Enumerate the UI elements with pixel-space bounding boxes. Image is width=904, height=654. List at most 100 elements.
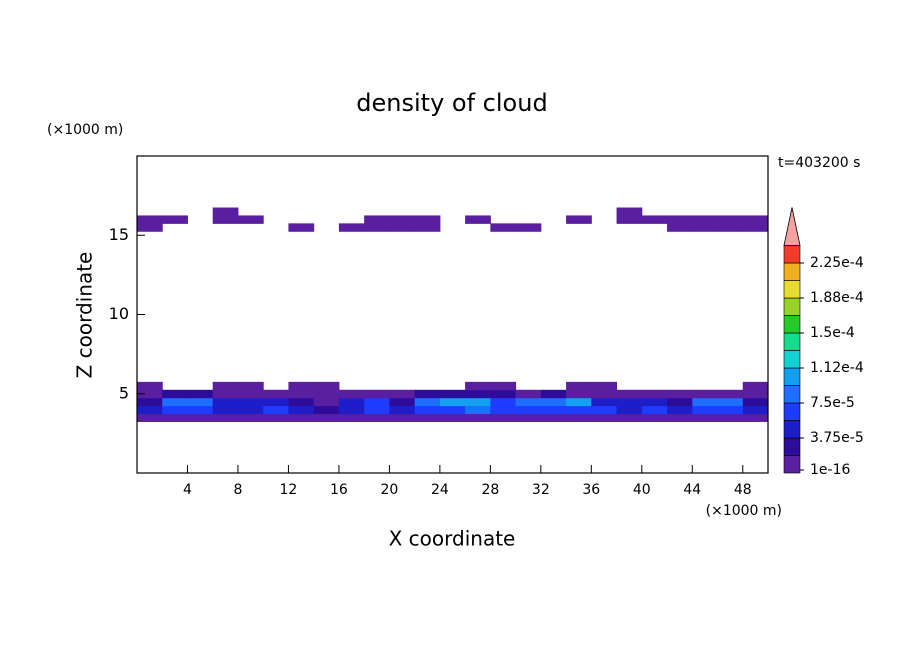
x-tick-label: 4 — [183, 482, 192, 498]
contour-cell — [137, 381, 163, 391]
contour-cell — [187, 397, 214, 407]
x-unit: (×1000 m) — [706, 503, 782, 519]
contour-cell — [389, 389, 416, 399]
contour-cell — [263, 397, 289, 407]
colorbar-box — [783, 367, 801, 386]
contour-cell — [490, 405, 517, 415]
colorbar-box — [783, 437, 801, 456]
x-tick-label: 28 — [481, 482, 499, 498]
colorbar-box — [783, 385, 801, 404]
colorbar-box — [783, 455, 801, 474]
colorbar-tick-label: 1e-16 — [810, 462, 850, 478]
y-axis-label: Z coordinate — [73, 252, 97, 379]
colorbar-box — [783, 297, 801, 316]
contour-cell — [389, 397, 416, 407]
colorbar-tick-label: 1.88e-4 — [810, 290, 864, 306]
contour-cell — [288, 413, 315, 422]
colorbar-tick-label: 3.75e-5 — [810, 430, 864, 446]
contour-cell — [364, 413, 390, 422]
contour-cell — [742, 405, 769, 415]
contour-cell — [137, 223, 163, 232]
contour-cell — [237, 397, 264, 407]
contour-cell — [414, 397, 441, 407]
contour-cell — [137, 405, 163, 415]
contour-cell — [717, 223, 744, 232]
contour-cell — [263, 389, 289, 399]
contour-cell — [616, 413, 643, 422]
contour-cell — [490, 397, 517, 407]
contour-cell — [263, 413, 289, 422]
contour-cell — [591, 389, 618, 399]
contour-cell — [641, 405, 668, 415]
x-tick-label: 36 — [582, 482, 600, 498]
contour-cell — [465, 397, 491, 407]
contour-cell — [313, 413, 340, 422]
colorbar-box — [783, 332, 801, 351]
contour-cell — [591, 381, 618, 391]
contour-cell — [439, 413, 466, 422]
colorbar-box — [783, 280, 801, 299]
contour-cell — [641, 397, 668, 407]
y-tick-label: 10 — [109, 304, 129, 323]
contour-cell — [389, 215, 416, 224]
contour-cell — [187, 389, 214, 399]
contour-cell — [162, 413, 188, 422]
contour-cell — [313, 397, 340, 407]
contour-cell — [616, 397, 643, 407]
contour-cell — [616, 405, 643, 415]
contour-cell — [237, 389, 264, 399]
contour-cell — [439, 405, 466, 415]
field — [137, 207, 769, 422]
contour-cell — [465, 215, 491, 224]
contour-cell — [591, 405, 618, 415]
contour-cell — [591, 397, 618, 407]
contour-cell — [137, 215, 163, 224]
contour-cell — [540, 389, 567, 399]
contour-cell — [414, 405, 441, 415]
contour-cell — [414, 215, 441, 224]
colorbar-box — [783, 315, 801, 334]
contour-cell — [692, 215, 719, 224]
x-tick-label: 8 — [233, 482, 242, 498]
contour-cell — [667, 397, 693, 407]
contour-cell — [212, 207, 239, 216]
colorbar-tick-label: 1.12e-4 — [810, 360, 864, 376]
contour-cell — [692, 413, 719, 422]
contour-cell — [162, 405, 188, 415]
chart-title: density of cloud — [356, 89, 547, 117]
contour-cell — [717, 397, 744, 407]
contour-cell — [566, 405, 592, 415]
contour-cell — [439, 389, 466, 399]
contour-cell — [389, 405, 416, 415]
contour-cell — [338, 397, 365, 407]
contour-cell — [212, 405, 239, 415]
contour-cell — [616, 215, 643, 224]
contour-cell — [616, 389, 643, 399]
contour-cell — [490, 381, 517, 391]
contour-cell — [162, 397, 188, 407]
contour-cell — [237, 215, 264, 224]
contour-cell — [667, 413, 693, 422]
x-tick-label: 40 — [633, 482, 651, 498]
contour-cell — [137, 389, 163, 399]
contour-cell — [414, 413, 441, 422]
contour-cell — [212, 389, 239, 399]
x-tick-label: 32 — [532, 482, 550, 498]
contour-cell — [515, 413, 542, 422]
contour-cell — [742, 389, 769, 399]
contour-cell — [162, 215, 188, 224]
x-tick-label: 12 — [280, 482, 298, 498]
contour-cell — [540, 413, 567, 422]
contour-cell — [212, 215, 239, 224]
x-tick-label: 24 — [431, 482, 449, 498]
time-label: t=403200 s — [778, 155, 860, 171]
contour-cell — [692, 397, 719, 407]
contour-cell — [288, 397, 315, 407]
contour-cell — [692, 389, 719, 399]
contour-cell — [566, 413, 592, 422]
contour-cell — [439, 397, 466, 407]
contour-cell — [616, 207, 643, 216]
contour-cell — [566, 389, 592, 399]
colorbar-box — [783, 402, 801, 421]
